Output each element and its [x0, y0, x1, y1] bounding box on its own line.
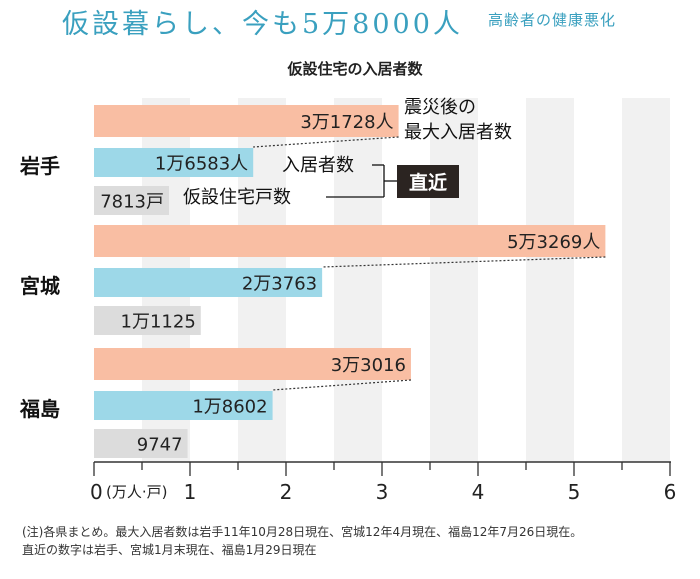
- x-tick-label-3: 3: [376, 480, 389, 504]
- bar-max-2: [94, 348, 411, 380]
- x-unit-label: (万人·戸): [106, 483, 167, 501]
- connector-line-2: [272, 379, 411, 391]
- data-label-max-0: 3万1728人: [300, 112, 393, 133]
- footnote-line-1: (注)各県まとめ。最大入居者数は岩手11年10月28日現在、宮城12年4月現在、…: [22, 525, 583, 539]
- bar-max-1: [94, 225, 606, 257]
- x-tick-label-5: 5: [568, 480, 581, 504]
- data-label-max-1: 5万3269人: [507, 232, 600, 253]
- headline: 仮設暮らし、今も5万8000人: [62, 9, 463, 40]
- bar-chart: 3万1728人 1万6583人 7813戸 5万3269人 2万3763 1万1125 3万…: [19, 60, 677, 504]
- x-tick-label-2: 2: [280, 480, 293, 504]
- x-tick-label-6: 6: [664, 480, 677, 504]
- background-band: [430, 98, 478, 462]
- footnote-line-2: 直近の数字は岩手、宮城1月末現在、福島1月29日現在: [22, 543, 317, 557]
- bars-layer: 3万1728人 1万6583人 7813戸 5万3269人 2万3763 1万1125 3万…: [94, 105, 606, 458]
- legend-current: 入居者数: [282, 155, 354, 176]
- data-label-current-1: 2万3763: [242, 274, 317, 295]
- x-tick-label-4: 4: [472, 480, 485, 504]
- bar-current-0: [94, 148, 254, 177]
- chart-title: 仮設住宅の入居者数: [286, 60, 423, 78]
- connector-line-1: [322, 256, 606, 268]
- legend-max-line-1: 震災後の: [404, 97, 476, 118]
- data-label-current-2: 1万8602: [192, 397, 267, 418]
- background-band: [478, 98, 526, 462]
- data-label-units-0: 7813戸: [100, 192, 164, 213]
- category-label-1: 宮城: [20, 274, 60, 298]
- category-label-2: 福島: [19, 397, 60, 421]
- bar-units-1: [94, 306, 201, 335]
- category-label-0: 岩手: [19, 154, 60, 178]
- data-label-current-0: 1万6583人: [155, 154, 248, 175]
- x-tick-label-0: 0: [90, 480, 103, 504]
- recent-badge: [397, 165, 459, 198]
- bar-current-2: [94, 391, 273, 420]
- background-band: [574, 98, 622, 462]
- data-label-units-2: 9747: [137, 435, 183, 456]
- background-band: [382, 98, 430, 462]
- x-tick-label-1: 1: [184, 480, 197, 504]
- data-label-max-2: 3万3016: [331, 355, 406, 376]
- legend-units: 仮設住宅戸数: [183, 187, 291, 208]
- x-axis: 0 1 2 3 4 5 6 (万人·戸): [90, 461, 677, 504]
- bar-units-0: [94, 186, 170, 215]
- legend-max-line-2: 最大入居者数: [404, 122, 512, 143]
- footnote: (注)各県まとめ。最大入居者数は岩手11年10月28日現在、宮城12年4月現在、…: [22, 523, 582, 559]
- bar-max-0: [94, 105, 399, 137]
- connector-line-0: [253, 136, 399, 148]
- background-band: [526, 98, 574, 462]
- bar-current-1: [94, 268, 323, 297]
- subheadline: 高齢者の健康悪化: [488, 11, 617, 29]
- background-band: [334, 98, 382, 462]
- bar-units-2: [94, 429, 188, 458]
- background-band: [622, 98, 670, 462]
- data-label-units-1: 1万1125: [121, 312, 196, 333]
- recent-badge-label: 直近: [409, 171, 447, 194]
